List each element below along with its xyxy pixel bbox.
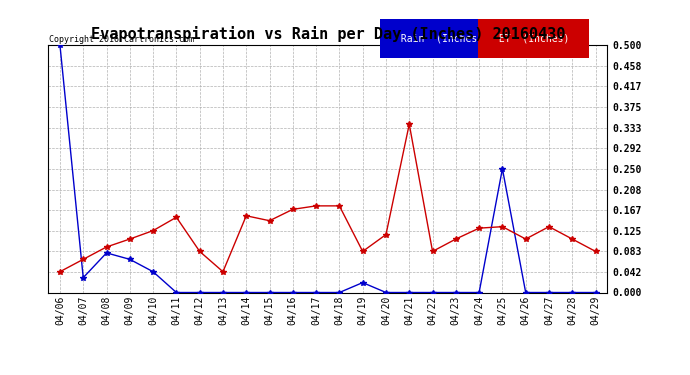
Text: Rain  (Inches): Rain (Inches) (395, 34, 489, 44)
Text: Copyright 2016 Cartronics.com: Copyright 2016 Cartronics.com (49, 35, 194, 44)
Title: Evapotranspiration vs Rain per Day (Inches) 20160430: Evapotranspiration vs Rain per Day (Inch… (90, 27, 565, 42)
Text: ET  (Inches): ET (Inches) (493, 34, 575, 44)
